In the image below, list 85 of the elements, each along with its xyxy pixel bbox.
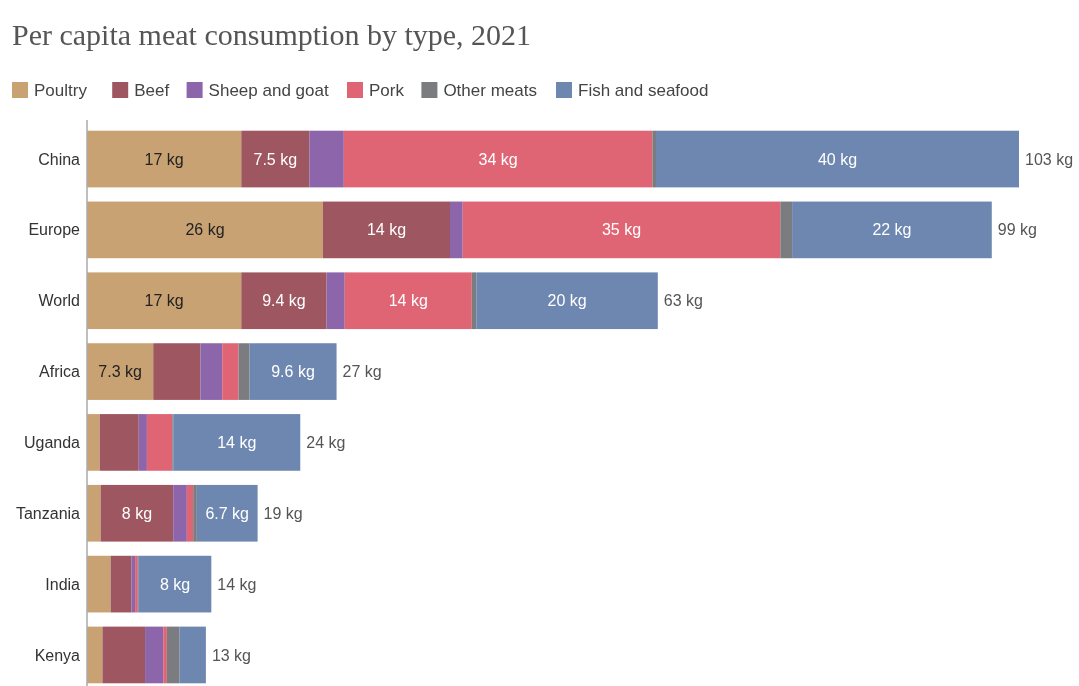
bar [309, 130, 344, 188]
total-label: 63 kg [663, 292, 703, 310]
y-tick-label: Africa [39, 363, 81, 381]
bar [163, 626, 167, 684]
total-label: 19 kg [263, 504, 303, 522]
total-label: 14 kg [217, 575, 257, 593]
bar [87, 130, 242, 188]
bar [241, 130, 310, 188]
bar [138, 555, 212, 613]
bar [344, 272, 472, 330]
bar [153, 343, 201, 400]
data-label: 20 kg [547, 292, 587, 310]
data-label: 8 kg [159, 575, 191, 593]
y-tick-label: Tanzania [15, 504, 81, 522]
data-label: 22 kg [872, 221, 912, 239]
total-label: 27 kg [342, 363, 382, 381]
total-label: 24 kg [306, 434, 346, 452]
data-label: 9.6 kg [271, 363, 315, 381]
legend-label: Poultry [34, 80, 88, 100]
y-tick-label: China [38, 150, 81, 168]
bar [87, 201, 323, 259]
data-label: 8 kg [121, 504, 153, 522]
data-label: 6.7 kg [205, 504, 250, 522]
bar [462, 201, 781, 259]
y-tick-label: Kenya [34, 646, 81, 664]
bar [173, 484, 187, 542]
bar [326, 272, 345, 330]
data-label: 7.3 kg [98, 363, 142, 381]
bar [343, 130, 653, 188]
bar [87, 272, 242, 330]
data-label: 35 kg [601, 221, 642, 239]
bar [241, 272, 327, 330]
data-label: 26 kg [185, 221, 225, 239]
bar [87, 343, 154, 400]
data-label: 40 kg [817, 150, 858, 168]
bar [87, 555, 111, 613]
bar [656, 130, 1019, 188]
total-label: 103 kg [1025, 150, 1074, 168]
bar [476, 272, 658, 330]
bar [87, 626, 103, 684]
bar [145, 626, 164, 684]
data-label: 34 kg [478, 150, 518, 168]
bar [249, 343, 337, 400]
bar [87, 484, 101, 542]
bar [102, 626, 146, 684]
bar [166, 626, 180, 684]
bar [450, 201, 463, 259]
bar [110, 555, 132, 613]
bar [138, 414, 147, 471]
data-label: 7.5 kg [253, 150, 298, 168]
bar [322, 201, 450, 259]
data-label: 17 kg [144, 292, 184, 310]
data-label: 17 kg [144, 150, 184, 168]
bar [173, 414, 301, 471]
chart-title: Per capita meat consumption by type, 2021 [12, 18, 532, 51]
legend-label: Other meats [443, 80, 537, 100]
bar [87, 414, 100, 471]
bar [186, 484, 194, 542]
total-label: 13 kg [211, 646, 252, 664]
legend-label: Sheep and goat [208, 80, 329, 100]
bar [238, 343, 250, 400]
data-label: 14 kg [366, 221, 407, 239]
legend-label: Beef [134, 80, 170, 100]
data-label: 14 kg [217, 434, 257, 452]
data-label: 9.4 kg [262, 292, 306, 310]
total-label: 99 kg [997, 221, 1037, 239]
bar [200, 343, 223, 400]
bar [179, 626, 206, 684]
bar [131, 555, 136, 613]
y-tick-label: India [45, 575, 81, 593]
y-tick-label: Uganda [23, 434, 81, 452]
bar [222, 343, 239, 400]
bar [99, 414, 139, 471]
legend-label: Pork [369, 80, 405, 100]
legend-label: Fish and seafood [578, 80, 709, 100]
bar [780, 201, 793, 259]
bar [792, 201, 992, 259]
y-tick-label: Europe [28, 221, 81, 239]
y-tick-label: World [38, 292, 80, 310]
bar [146, 414, 173, 471]
bar [100, 484, 174, 542]
bar [193, 484, 197, 542]
bar [196, 484, 258, 542]
bar [652, 130, 656, 188]
data-label: 14 kg [388, 292, 428, 310]
